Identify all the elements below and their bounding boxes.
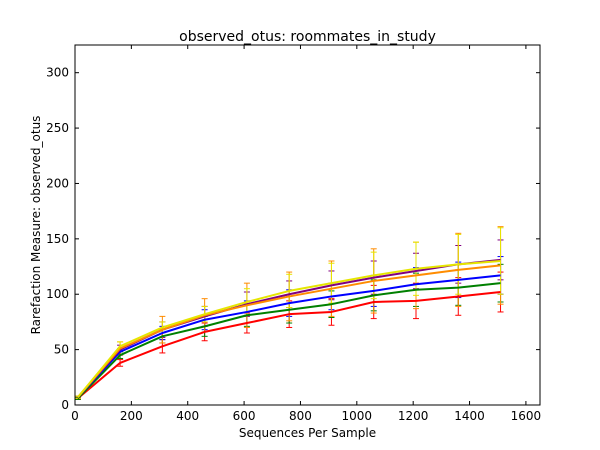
y-tick-label: 250	[46, 121, 69, 135]
axis-ticks: 0 200 400 600 800 1000 1200 1400 1600 0 50 100 150 20…	[46, 45, 541, 423]
x-tick-label: 400	[176, 409, 199, 423]
x-tick-label: 800	[289, 409, 312, 423]
x-tick-label: 1600	[511, 409, 542, 423]
series-2-line	[77, 274, 501, 398]
series-4-line	[77, 264, 501, 398]
y-tick-label: 300	[46, 66, 69, 80]
y-tick-label: 50	[54, 343, 69, 357]
y-axis-label: Rarefaction Measure: observed_otus	[29, 116, 43, 335]
series-5-line	[77, 260, 501, 398]
x-tick-label: 1400	[454, 409, 485, 423]
x-tick-label: 600	[233, 409, 256, 423]
series-1-line	[77, 282, 501, 400]
x-tick-label: 1000	[342, 409, 373, 423]
x-tick-label: 200	[120, 409, 143, 423]
plot-area	[74, 226, 504, 400]
y-tick-label: 0	[61, 398, 69, 412]
y-tick-label: 150	[46, 232, 69, 246]
y-tick-label: 200	[46, 176, 69, 190]
chart-title: observed_otus: roommates_in_study	[179, 29, 436, 45]
x-axis-label: Sequences Per Sample	[239, 426, 376, 440]
plot-frame	[74, 44, 541, 406]
x-tick-label: 1200	[398, 409, 429, 423]
x-tick-label: 0	[71, 409, 79, 423]
y-tick-label: 100	[46, 287, 69, 301]
series-0-line	[77, 291, 501, 400]
